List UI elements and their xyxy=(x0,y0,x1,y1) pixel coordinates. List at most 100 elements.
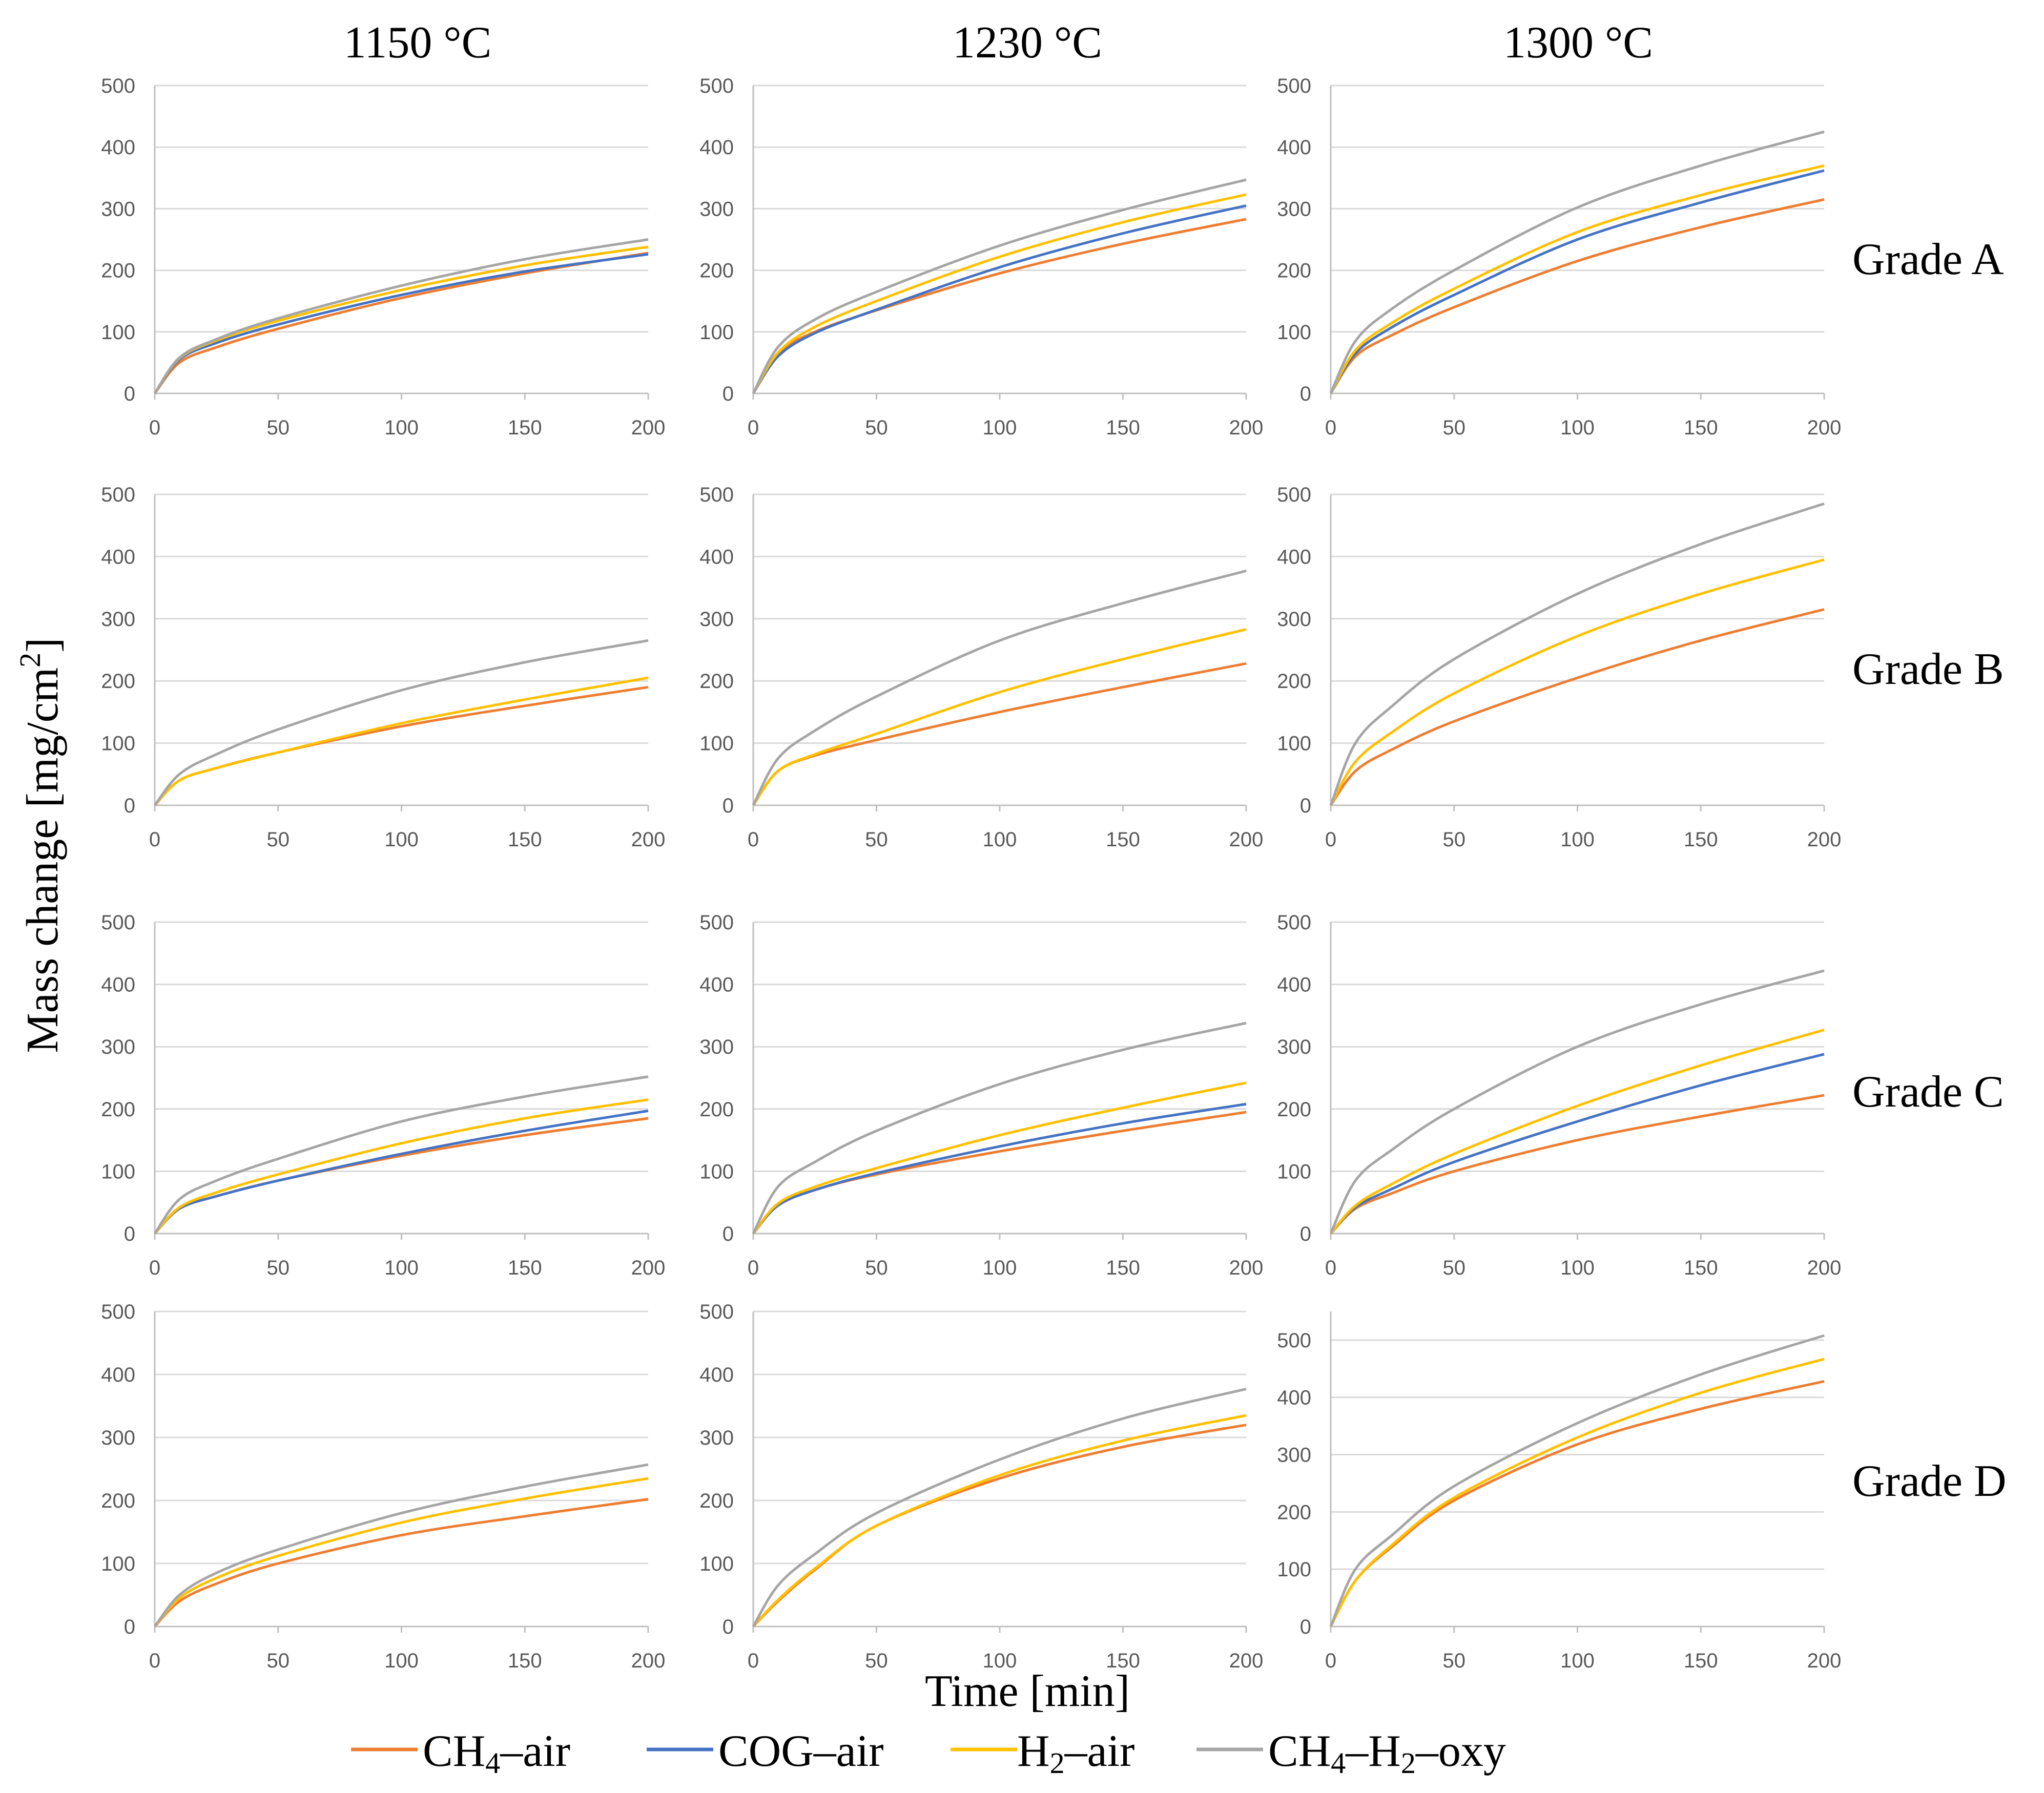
y-axis-title-sup: 2 xyxy=(13,653,47,668)
panel-r3-c1-series-ch4-h2-oxy xyxy=(153,1075,649,1235)
panel-r4-c3-series-ch4-h2-oxy xyxy=(1329,1334,1825,1627)
panel-r1-c3-series-ch4-h2-oxy xyxy=(1329,130,1825,394)
legend-ch4-air-rest: –air xyxy=(500,1726,570,1776)
panel-r3-c1-series-h2-air xyxy=(154,1098,649,1235)
panel-r4-c3-y-tick-label: 100 xyxy=(1277,1558,1311,1581)
panel-r1-c2-series-ch4-h2-oxy xyxy=(752,178,1247,394)
panel-r1-c2-x-tick-label: 50 xyxy=(865,416,888,439)
panel-r1-c1-x-tick-label: 100 xyxy=(384,416,419,439)
panel-r4-c2: 0 100 200 300 400 500 0 50 100 150 200 xyxy=(699,1301,1263,1672)
panel-r4-c3-y-tick-label: 200 xyxy=(1277,1501,1311,1524)
panel-r2-c1-y-tick-label: 400 xyxy=(101,546,135,568)
row-label-grade-b: Grade B xyxy=(1852,644,2004,694)
panel-r3-c2-series-ch4-h2-oxy xyxy=(752,1021,1247,1235)
y-axis-title-main: Mass change [mg/cm xyxy=(18,668,68,1053)
panel-r2-c3-y-tick-label: 200 xyxy=(1277,670,1311,693)
panel-r2-c3-x-tick-label: 0 xyxy=(1325,828,1336,851)
panel-r1-c1-x-tick-label: 200 xyxy=(631,416,666,439)
panel-r3-c3-series-ch4-air xyxy=(1330,1094,1825,1235)
panel-r2-c2-x-tick-label: 100 xyxy=(983,828,1017,851)
panel-r1-c2-y-tick-label: 300 xyxy=(699,198,734,220)
panel-r3-c1-x-tick-label: 100 xyxy=(384,1257,419,1279)
panel-r3-c3-series-h2-air xyxy=(1330,1028,1825,1235)
panel-r3-c1-x-tick-label: 150 xyxy=(508,1257,542,1279)
panel-r1-c3-series-cog-air xyxy=(1329,169,1825,394)
panel-r1-c1-y-tick-label: 300 xyxy=(101,198,135,220)
legend-label-h2-air: H2–air xyxy=(1017,1726,1134,1780)
legend-ch4-h2-oxy-rest2: –oxy xyxy=(1415,1726,1506,1776)
panel-r4-c1: 0 100 200 300 400 500 0 50 100 150 200 xyxy=(101,1301,665,1672)
panel-r3-c2-x-tick-label: 0 xyxy=(748,1257,759,1279)
legend-ch4-h2-oxy-main: CH xyxy=(1268,1726,1331,1776)
panel-r4-c3-x-tick-label: 200 xyxy=(1807,1650,1842,1672)
panel-r3-c1: 0 100 200 300 400 500 0 50 100 150 200 xyxy=(101,911,665,1279)
panel-r4-c3-y-tick-label: 400 xyxy=(1277,1387,1311,1409)
panel-r2-c1: 0 100 200 300 400 500 0 50 100 150 200 xyxy=(101,484,665,851)
row-label-grade-d: Grade D xyxy=(1852,1456,2007,1506)
panel-r2-c1-series-h2-air xyxy=(154,676,649,806)
panel-r1-c1-x-tick-label: 0 xyxy=(149,416,160,439)
panel-r2-c1-y-tick-label: 500 xyxy=(101,484,135,506)
column-title-1300: 1300 °C xyxy=(1503,18,1653,68)
panel-r2-c3-x-tick-label: 150 xyxy=(1684,828,1718,851)
panel-r3-c3-x-tick-label: 150 xyxy=(1684,1257,1718,1279)
panel-r2-c2-y-tick-label: 500 xyxy=(699,484,734,506)
panel-r4-c1-y-tick-label: 500 xyxy=(101,1301,135,1323)
panel-r2-c3: 0 100 200 300 400 500 0 50 100 150 200 xyxy=(1277,484,1841,851)
panel-r1-c3-y-tick-label: 0 xyxy=(1300,383,1311,405)
panel-r2-c2-x-tick-label: 150 xyxy=(1106,828,1140,851)
panel-r3-c1-x-tick-label: 50 xyxy=(267,1257,290,1279)
panel-r3-c3-y-tick-label: 100 xyxy=(1277,1160,1311,1183)
panel-r4-c2-x-tick-label: 200 xyxy=(1229,1650,1264,1672)
panel-r1-c1-y-tick-label: 100 xyxy=(101,321,135,344)
panel-r1-c2-y-tick-label: 0 xyxy=(722,383,734,405)
legend-label-ch4-air: CH4–air xyxy=(423,1726,570,1780)
panel-r1-c1-y-tick-label: 500 xyxy=(101,75,135,97)
panel-r4-c3-x-tick-label: 100 xyxy=(1560,1650,1595,1672)
panel-r4-c3: 0 100 200 300 400 500 0 50 100 150 200 xyxy=(1277,1311,1841,1672)
panel-r1-c2-series-cog-air xyxy=(752,204,1247,394)
panel-r1-c2-x-tick-label: 0 xyxy=(748,416,759,439)
panel-r2-c2-y-tick-label: 400 xyxy=(699,546,734,568)
panel-r3-c3-x-tick-label: 100 xyxy=(1560,1257,1595,1279)
panel-r3-c1-y-tick-label: 500 xyxy=(101,911,135,934)
panel-r1-c2-y-tick-label: 200 xyxy=(699,260,734,282)
panel-r2-c3-y-tick-label: 300 xyxy=(1277,608,1311,631)
legend-ch4-h2-oxy-sub: 4 xyxy=(1331,1746,1346,1780)
panel-r1-c3-y-tick-label: 300 xyxy=(1277,198,1311,220)
panel-r2-c2-x-tick-label: 0 xyxy=(748,828,759,851)
panel-r3-c1-x-tick-label: 200 xyxy=(631,1257,666,1279)
panel-r4-c2-x-tick-label: 150 xyxy=(1106,1650,1140,1672)
panel-r3-c3-y-tick-label: 200 xyxy=(1277,1098,1311,1121)
panel-r3-c1-y-tick-label: 200 xyxy=(101,1098,135,1121)
panel-r4-c2-y-tick-label: 400 xyxy=(699,1364,734,1386)
panel-r1-c1-y-tick-label: 0 xyxy=(124,383,135,405)
panel-r2-c3-series-ch4-air xyxy=(1329,608,1825,806)
panel-r1-c3-y-tick-label: 100 xyxy=(1277,321,1311,344)
panel-r4-c1-series-ch4-h2-oxy xyxy=(154,1463,649,1628)
panel-r4-c2-x-tick-label: 50 xyxy=(865,1650,888,1672)
panel-r3-c1-y-tick-label: 300 xyxy=(101,1036,135,1058)
panel-r1-c2-y-tick-label: 500 xyxy=(699,75,734,97)
panel-r1-c3-x-tick-label: 50 xyxy=(1443,416,1466,439)
panel-r2-c3-y-tick-label: 0 xyxy=(1300,795,1311,817)
panel-r3-c2-x-tick-label: 150 xyxy=(1106,1257,1140,1279)
panel-r4-c2-y-tick-label: 500 xyxy=(699,1301,734,1323)
panel-r4-c2-x-tick-label: 100 xyxy=(983,1650,1017,1672)
panel-r1-c2: 0 100 200 300 400 500 0 50 100 150 200 xyxy=(699,75,1263,439)
panel-r2-c3-x-tick-label: 200 xyxy=(1807,828,1842,851)
panel-r3-c1-y-tick-label: 100 xyxy=(101,1160,135,1183)
panel-r2-c3-y-tick-label: 400 xyxy=(1277,546,1311,568)
panel-r1-c1-series-cog-air xyxy=(153,253,649,394)
panel-r1-c2-y-tick-label: 100 xyxy=(699,321,734,344)
panel-r3-c1-y-tick-label: 0 xyxy=(124,1223,135,1245)
panel-r4-c1-y-tick-label: 300 xyxy=(101,1427,135,1449)
panel-r3-c2-x-tick-label: 100 xyxy=(983,1257,1017,1279)
panel-r1-c1: 0 100 200 300 400 500 0 50 100 150 200 xyxy=(101,75,665,439)
y-axis-title-end: ] xyxy=(18,638,68,653)
panel-r1-c1-x-tick-label: 150 xyxy=(508,416,542,439)
panel-r4-c1-y-tick-label: 400 xyxy=(101,1364,135,1386)
panel-r3-c1-x-tick-label: 0 xyxy=(149,1257,160,1279)
